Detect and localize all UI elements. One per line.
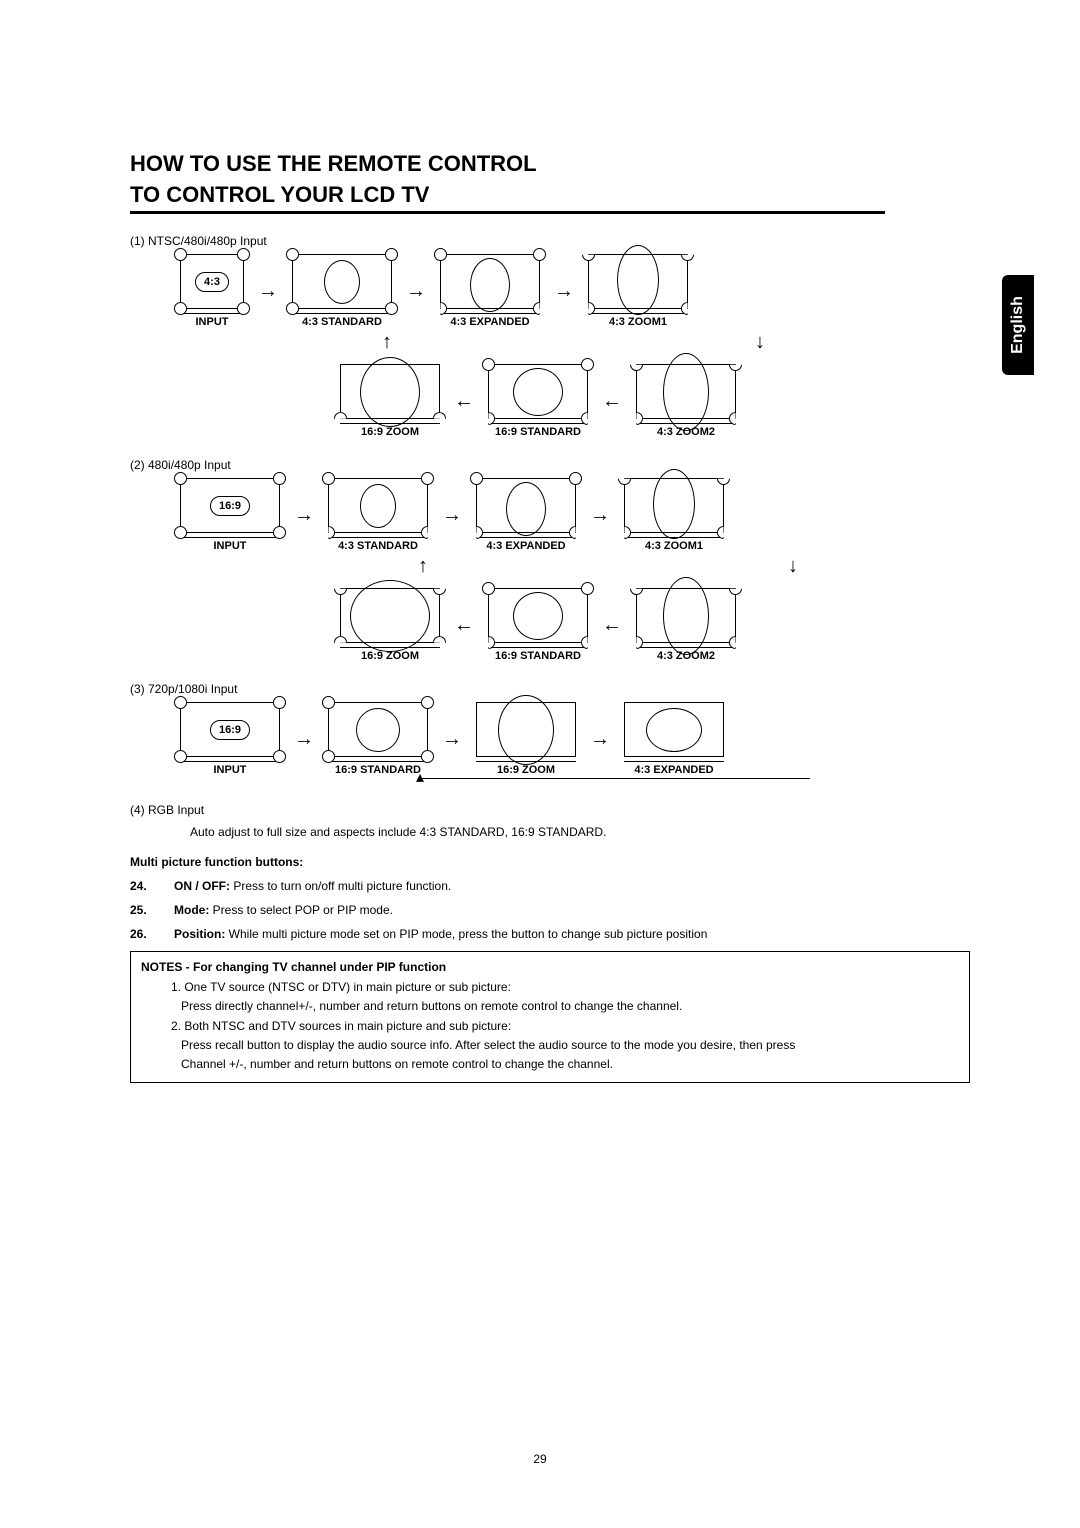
item-text: Press to select POP or PIP mode.	[209, 903, 393, 917]
section-1-label: (1) NTSC/480i/480p Input	[130, 234, 970, 248]
item-number: 26.	[130, 927, 156, 941]
notes-box: NOTES - For changing TV channel under PI…	[130, 951, 970, 1083]
vertical-connector-2: ↑ ↓	[180, 552, 840, 580]
flow-row-3: 16:9 INPUT → 16:9 STANDARD → 16:9 ZOOM →…	[180, 702, 970, 776]
label-43-standard: 4:3 STANDARD	[328, 537, 428, 552]
flow-row-2b: 16:9 ZOOM ← 16:9 STANDARD ← 4:3 ZOOM2	[340, 588, 970, 662]
arrow-right-icon: →	[436, 729, 468, 749]
label-43-expanded: 4:3 EXPANDED	[476, 537, 576, 552]
label-169-standard: 16:9 STANDARD	[328, 761, 428, 776]
item-number: 25.	[130, 903, 156, 917]
label-input: INPUT	[180, 537, 280, 552]
tv-43-expanded: 4:3 EXPANDED	[476, 478, 576, 552]
label-input: INPUT	[180, 313, 244, 328]
language-label: English	[1009, 296, 1027, 354]
arrow-right-icon: →	[400, 281, 432, 301]
title-underline	[130, 211, 885, 214]
arrow-right-icon: →	[548, 281, 580, 301]
page-number: 29	[0, 1452, 1080, 1466]
arrow-left-icon: ←	[448, 615, 480, 635]
note-2: 2. Both NTSC and DTV sources in main pic…	[171, 1017, 959, 1036]
label-43-expanded: 4:3 EXPANDED	[440, 313, 540, 328]
tv-169-standard: 16:9 STANDARD	[488, 588, 588, 662]
badge-169: 16:9	[210, 720, 250, 740]
list-item-24: 24. ON / OFF: Press to turn on/off multi…	[130, 879, 970, 893]
tv-43-standard: 4:3 STANDARD	[292, 254, 392, 328]
label-43-zoom1: 4:3 ZOOM1	[624, 537, 724, 552]
language-tab: English	[1002, 275, 1034, 375]
arrow-right-icon: →	[288, 729, 320, 749]
section-2-label: (2) 480i/480p Input	[130, 458, 970, 472]
item-lead: ON / OFF:	[174, 879, 230, 893]
section-4-label: (4) RGB Input	[130, 803, 970, 817]
arrow-right-icon: →	[584, 505, 616, 525]
note-1b: Press directly channel+/-, number and re…	[181, 997, 959, 1016]
tv-input-43: 4:3 INPUT	[180, 254, 244, 328]
flow-row-1a: 4:3 INPUT → 4:3 STANDARD → 4:3 EXPANDED …	[180, 254, 970, 328]
tv-input-169: 16:9 INPUT	[180, 478, 280, 552]
notes-title: NOTES - For changing TV channel under PI…	[141, 960, 959, 974]
return-arrow-line: ▴	[420, 778, 810, 779]
item-text: While multi picture mode set on PIP mode…	[225, 927, 707, 941]
item-lead: Position:	[174, 927, 225, 941]
arrow-right-icon: →	[288, 505, 320, 525]
tv-169-standard: 16:9 STANDARD	[488, 364, 588, 438]
tv-43-zoom2: 4:3 ZOOM2	[636, 588, 736, 662]
tv-169-zoom: 16:9 ZOOM	[340, 588, 440, 662]
arrow-left-icon: ←	[596, 391, 628, 411]
label-input: INPUT	[180, 761, 280, 776]
label-169-standard: 16:9 STANDARD	[488, 647, 588, 662]
tv-169-zoom: 16:9 ZOOM	[340, 364, 440, 438]
label-43-zoom1: 4:3 ZOOM1	[588, 313, 688, 328]
flow-row-1b: 16:9 ZOOM ← 16:9 STANDARD ← 4:3 ZOOM2	[340, 364, 970, 438]
tv-43-zoom1: 4:3 ZOOM1	[588, 254, 688, 328]
note-1: 1. One TV source (NTSC or DTV) in main p…	[171, 978, 959, 997]
tv-43-expanded: 4:3 EXPANDED	[624, 702, 724, 776]
arrow-up-icon: ↑	[382, 332, 392, 352]
note-2b: Press recall button to display the audio…	[181, 1036, 959, 1055]
vertical-connector-1: ↑ ↓	[180, 328, 807, 356]
label-169-standard: 16:9 STANDARD	[488, 423, 588, 438]
arrow-down-icon: ↓	[788, 556, 798, 576]
list-item-25: 25. Mode: Press to select POP or PIP mod…	[130, 903, 970, 917]
label-43-expanded: 4:3 EXPANDED	[624, 761, 724, 776]
tv-169-standard: 16:9 STANDARD	[328, 702, 428, 776]
section-3-label: (3) 720p/1080i Input	[130, 682, 970, 696]
arrow-left-icon: ←	[448, 391, 480, 411]
arrow-right-icon: →	[584, 729, 616, 749]
item-text: Press to turn on/off multi picture funct…	[230, 879, 451, 893]
tv-43-zoom2: 4:3 ZOOM2	[636, 364, 736, 438]
arrow-right-icon: →	[436, 505, 468, 525]
arrow-up-icon: ↑	[418, 556, 428, 576]
item-number: 24.	[130, 879, 156, 893]
page-title-line2: TO CONTROL YOUR LCD TV	[130, 181, 970, 210]
badge-43: 4:3	[195, 272, 229, 292]
note-2c: Channel +/-, number and return buttons o…	[181, 1055, 959, 1074]
arrow-right-icon: →	[252, 281, 284, 301]
list-item-26: 26. Position: While multi picture mode s…	[130, 927, 970, 941]
tv-43-zoom1: 4:3 ZOOM1	[624, 478, 724, 552]
arrow-left-icon: ←	[596, 615, 628, 635]
tv-43-expanded: 4:3 EXPANDED	[440, 254, 540, 328]
tv-input-169-b: 16:9 INPUT	[180, 702, 280, 776]
auto-adjust-text: Auto adjust to full size and aspects inc…	[190, 825, 970, 839]
item-lead: Mode:	[174, 903, 209, 917]
flow-row-2a: 16:9 INPUT → 4:3 STANDARD → 4:3 EXPANDED…	[180, 478, 970, 552]
page-title-line1: HOW TO USE THE REMOTE CONTROL	[130, 150, 970, 179]
tv-169-zoom: 16:9 ZOOM	[476, 702, 576, 776]
label-43-standard: 4:3 STANDARD	[292, 313, 392, 328]
badge-169: 16:9	[210, 496, 250, 516]
arrow-down-icon: ↓	[755, 332, 765, 352]
tv-43-standard: 4:3 STANDARD	[328, 478, 428, 552]
multi-picture-title: Multi picture function buttons:	[130, 855, 970, 869]
